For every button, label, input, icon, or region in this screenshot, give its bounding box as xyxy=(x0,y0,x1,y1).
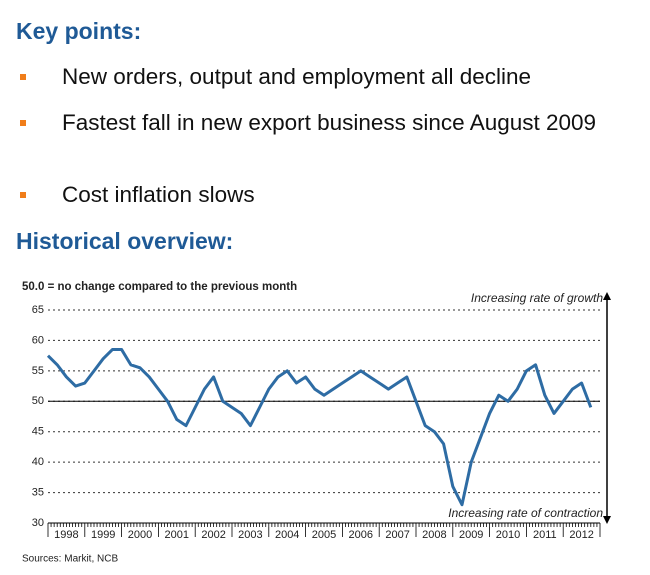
bullet-text: Cost inflation slows xyxy=(62,182,255,207)
bullet-icon xyxy=(20,120,26,126)
bullet-icon xyxy=(20,74,26,80)
x-tick-label: 2003 xyxy=(238,529,262,541)
heading: Historical overview: xyxy=(16,228,234,254)
y-tick-label: 40 xyxy=(32,456,44,468)
x-tick-label: 2002 xyxy=(201,529,225,541)
x-tick-label: 2005 xyxy=(312,529,336,541)
y-tick-label: 65 xyxy=(32,304,44,316)
annotation: Increasing rate of growth xyxy=(471,291,603,305)
bullet-text: New orders, output and employment all de… xyxy=(62,64,532,89)
x-tick-label: 1999 xyxy=(91,529,115,541)
x-tick-label: 2000 xyxy=(128,529,152,541)
y-tick-label: 35 xyxy=(32,486,44,498)
x-tick-label: 2004 xyxy=(275,529,299,541)
x-tick-label: 2012 xyxy=(569,529,593,541)
x-tick-label: 2008 xyxy=(422,529,446,541)
x-tick-label: 1998 xyxy=(54,529,78,541)
y-tick-label: 60 xyxy=(32,334,44,346)
y-tick-label: 55 xyxy=(32,365,44,377)
x-tick-label: 2011 xyxy=(533,529,557,541)
x-tick-label: 2006 xyxy=(349,529,373,541)
x-tick-label: 2010 xyxy=(496,529,520,541)
heading: Key points: xyxy=(16,18,142,44)
source: Sources: Markit, NCB xyxy=(22,554,118,565)
x-tick-label: 2007 xyxy=(385,529,409,541)
bullet-text: Fastest fall in new export business sinc… xyxy=(62,110,597,135)
line-series xyxy=(46,348,593,507)
x-tick-label: 2009 xyxy=(459,529,483,541)
bullet-icon xyxy=(20,192,26,198)
chart: 50.0 = no change compared to the previou… xyxy=(22,281,611,565)
y-tick-label: 30 xyxy=(32,517,44,529)
y-tick-label: 50 xyxy=(32,395,44,407)
x-tick-label: 2001 xyxy=(165,529,189,541)
annotation: Increasing rate of contraction xyxy=(448,506,603,520)
chart-note: 50.0 = no change compared to the previou… xyxy=(22,281,297,293)
y-tick-label: 45 xyxy=(32,426,44,438)
